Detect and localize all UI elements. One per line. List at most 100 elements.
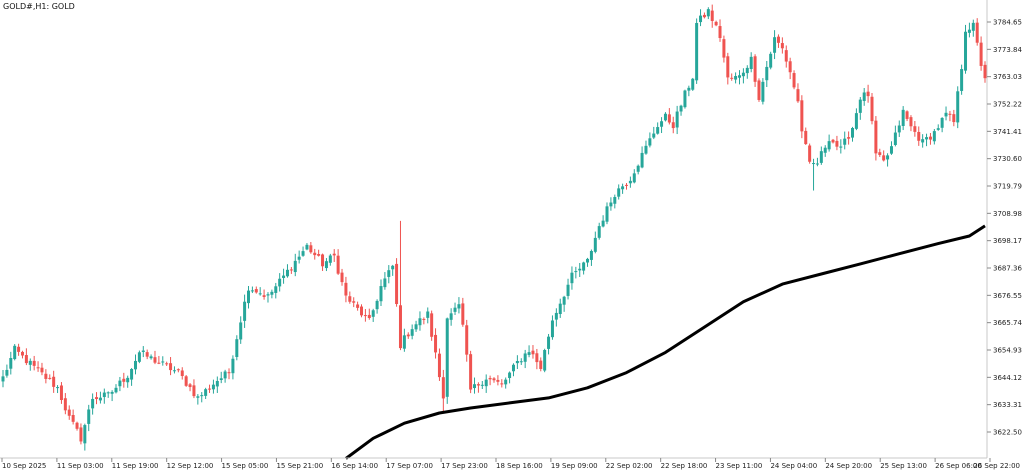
candle[interactable] <box>145 349 149 360</box>
candle[interactable] <box>862 87 866 106</box>
candle[interactable] <box>886 153 890 167</box>
candle[interactable] <box>176 368 180 373</box>
candle[interactable] <box>854 108 858 131</box>
candle[interactable] <box>79 423 83 445</box>
candle[interactable] <box>200 392 204 403</box>
candle[interactable] <box>788 57 792 80</box>
candle[interactable] <box>663 112 667 122</box>
candle[interactable] <box>928 132 932 145</box>
candle[interactable] <box>960 64 964 95</box>
candle[interactable] <box>578 263 582 278</box>
candle[interactable] <box>519 358 523 365</box>
candle[interactable] <box>348 291 352 304</box>
candle[interactable] <box>192 379 196 399</box>
candle[interactable] <box>324 258 328 272</box>
candle[interactable] <box>808 143 812 164</box>
candle[interactable] <box>414 320 418 332</box>
candle[interactable] <box>835 135 839 151</box>
candle[interactable] <box>843 131 847 150</box>
candle[interactable] <box>9 351 13 375</box>
candle[interactable] <box>675 105 679 135</box>
candle[interactable] <box>761 78 765 105</box>
candle[interactable] <box>243 294 247 328</box>
candle[interactable] <box>492 377 496 383</box>
candle[interactable] <box>133 354 137 375</box>
candle[interactable] <box>137 350 141 364</box>
candle[interactable] <box>554 308 558 327</box>
candle[interactable] <box>278 273 282 292</box>
candle[interactable] <box>628 176 632 188</box>
candle[interactable] <box>648 132 652 148</box>
candle[interactable] <box>204 387 208 400</box>
candle[interactable] <box>461 297 465 327</box>
candle[interactable] <box>683 89 687 109</box>
candle[interactable] <box>75 421 79 431</box>
candle[interactable] <box>679 104 683 116</box>
candle[interactable] <box>874 116 878 161</box>
candle[interactable] <box>913 121 917 137</box>
candle[interactable] <box>706 7 710 20</box>
candle[interactable] <box>211 379 215 394</box>
candle[interactable] <box>784 45 788 68</box>
candle[interactable] <box>636 164 640 175</box>
candle[interactable] <box>605 202 609 225</box>
candle[interactable] <box>289 266 293 274</box>
candle[interactable] <box>539 357 543 372</box>
candle[interactable] <box>387 265 391 284</box>
candle[interactable] <box>897 120 901 137</box>
candle[interactable] <box>831 138 835 144</box>
candle[interactable] <box>823 145 827 157</box>
candle[interactable] <box>839 139 843 154</box>
candle[interactable] <box>582 261 586 275</box>
candle[interactable] <box>231 355 235 380</box>
candle[interactable] <box>749 52 753 73</box>
candle[interactable] <box>106 391 110 398</box>
candle[interactable] <box>247 285 250 309</box>
candle[interactable] <box>523 349 527 369</box>
candle[interactable] <box>656 122 660 135</box>
candle[interactable] <box>644 140 648 155</box>
candle[interactable] <box>566 278 570 300</box>
candle[interactable] <box>496 375 500 386</box>
candle[interactable] <box>91 393 95 415</box>
candle[interactable] <box>613 194 617 209</box>
candle[interactable] <box>36 361 40 372</box>
candle[interactable] <box>165 361 169 366</box>
candle[interactable] <box>239 316 243 344</box>
candle[interactable] <box>734 72 738 84</box>
candle[interactable] <box>235 335 239 361</box>
candle[interactable] <box>188 383 192 392</box>
candle[interactable] <box>430 310 434 341</box>
candle[interactable] <box>488 375 492 386</box>
candle[interactable] <box>453 302 457 315</box>
candle[interactable] <box>609 197 613 211</box>
candle[interactable] <box>714 20 718 27</box>
candle[interactable] <box>531 345 535 359</box>
candle[interactable] <box>956 86 960 129</box>
candle[interactable] <box>882 150 886 162</box>
candle[interactable] <box>317 249 321 257</box>
candle[interactable] <box>699 9 703 27</box>
candle[interactable] <box>971 19 975 37</box>
candle[interactable] <box>889 141 893 155</box>
candle[interactable] <box>773 30 777 60</box>
candle[interactable] <box>254 286 258 294</box>
candle[interactable] <box>878 148 882 157</box>
candle[interactable] <box>948 110 952 122</box>
candle[interactable] <box>426 307 430 324</box>
candle[interactable] <box>141 346 145 358</box>
candle[interactable] <box>847 131 851 145</box>
candle[interactable] <box>827 134 831 152</box>
candle[interactable] <box>508 371 512 384</box>
candle[interactable] <box>262 289 266 300</box>
candle[interactable] <box>44 369 48 384</box>
candle[interactable] <box>266 292 270 303</box>
candle[interactable] <box>979 36 983 71</box>
candle[interactable] <box>550 315 554 340</box>
candle[interactable] <box>297 250 301 264</box>
candle[interactable] <box>332 249 336 262</box>
candle[interactable] <box>172 366 176 374</box>
candle[interactable] <box>398 220 402 351</box>
candle[interactable] <box>406 332 410 339</box>
